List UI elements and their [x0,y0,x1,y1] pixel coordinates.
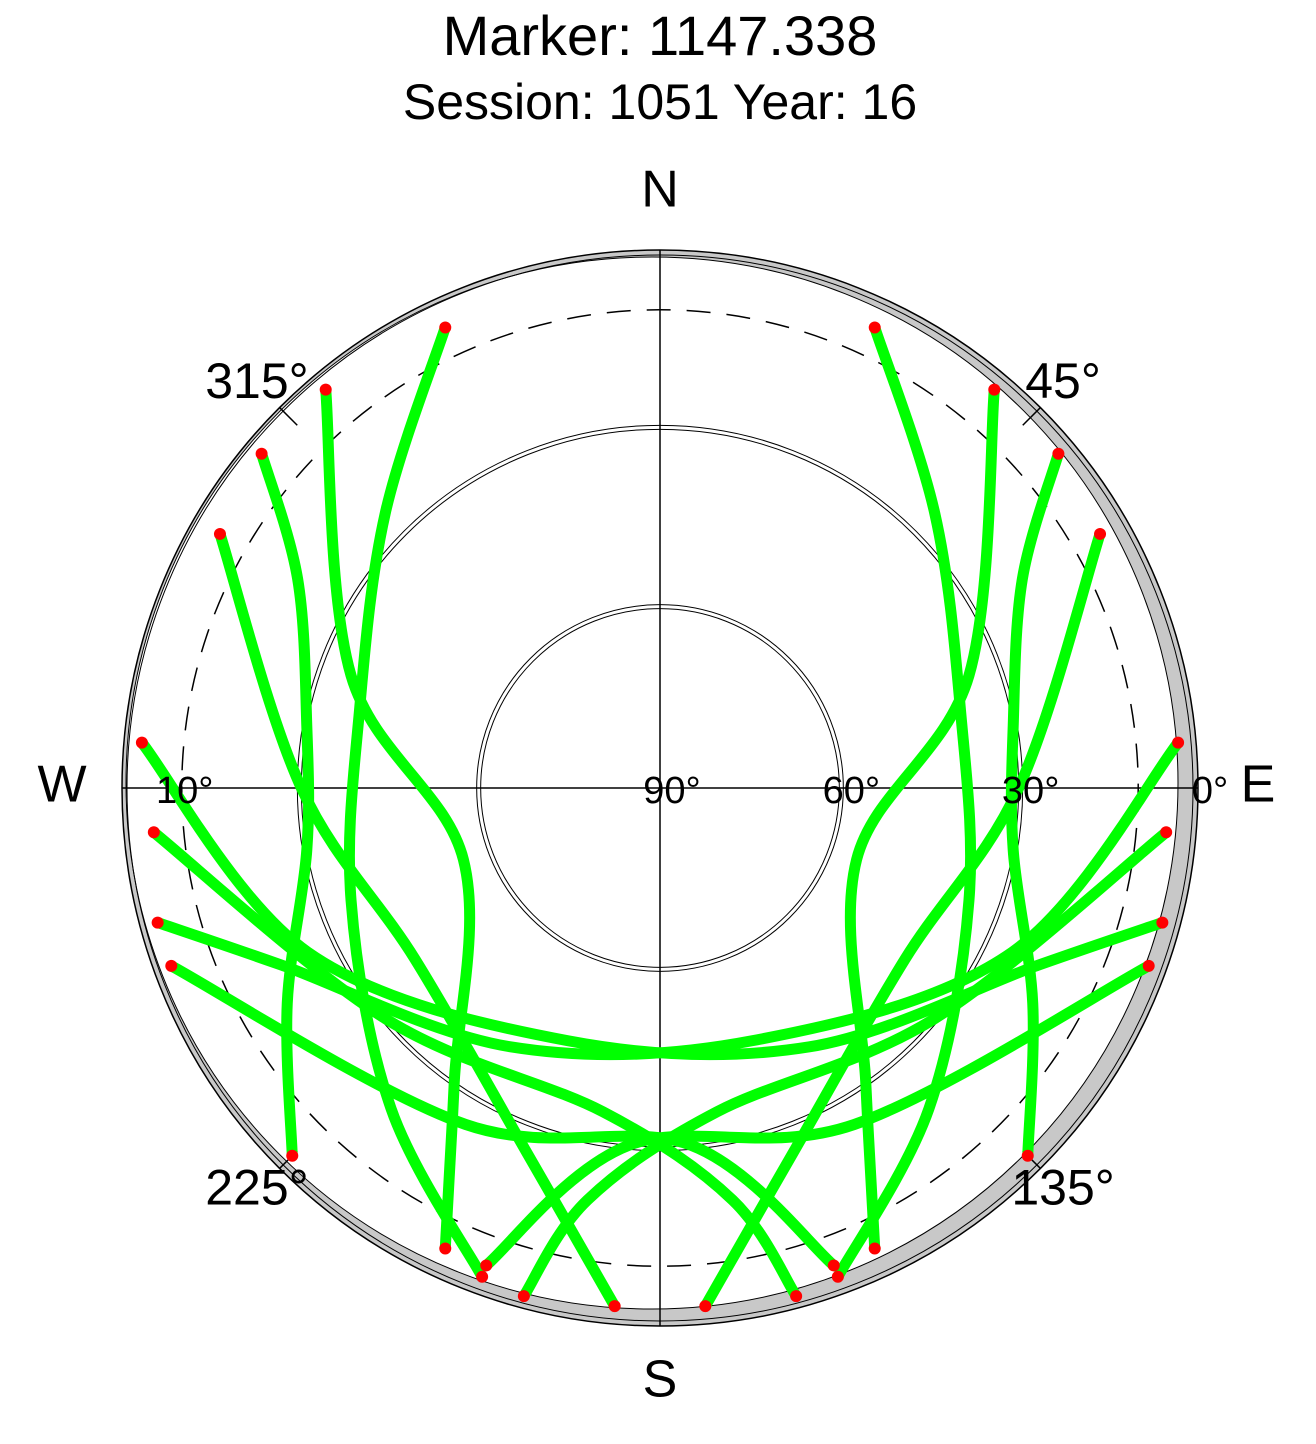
satellite-track [152,737,1184,1061]
satellite-track [256,448,315,1162]
elevation-label: 0° [1192,770,1228,812]
track-endpoint [868,321,881,334]
azimuth-label: 45° [1025,353,1101,409]
track-endpoint [790,1290,803,1303]
elevation-ring [476,604,844,972]
track-endpoint [1021,1149,1034,1162]
track-endpoint [439,321,452,334]
elevation-ring [480,608,840,968]
track-endpoint [699,1300,712,1313]
track-endpoint [151,916,164,929]
azimuth-label: 315° [205,353,308,409]
chart-title: Marker: 1147.338 [443,4,878,67]
direction-label: E [1241,756,1276,814]
elevation-label: 60° [823,770,880,812]
elevation-label: 90° [643,770,700,812]
elevation-ring-dashed [181,309,1139,1267]
track-endpoint [517,1290,530,1303]
satellite-track [832,321,977,1283]
track-endpoint [1052,447,1065,460]
track-endpoint [1172,736,1185,749]
track-endpoint [165,959,178,972]
direction-label: N [641,161,679,219]
track-endpoint [1094,527,1107,540]
track-endpoint [988,383,1001,396]
azimuth-tick [1022,407,1041,426]
azimuth-label: 225° [205,1159,308,1215]
elevation-label: 30° [1002,770,1059,812]
satellite-track [480,960,1155,1271]
track-endpoint [608,1300,621,1313]
satellite-track [165,960,840,1271]
satellite-track [343,321,488,1283]
track-endpoint [827,1259,840,1272]
elevation-label: 10° [156,770,213,812]
track-endpoint [480,1259,493,1272]
track-endpoint [439,1242,452,1255]
chart-subtitle: Session: 1051 Year: 16 [403,74,917,130]
track-endpoint [1160,826,1173,839]
azimuth-tick [279,407,298,426]
track-endpoint [135,736,148,749]
track-endpoint [255,447,268,460]
track-endpoint [476,1270,489,1283]
track-endpoint [213,527,226,540]
track-endpoint [286,1149,299,1162]
track-endpoint [319,383,332,396]
azimuth-label: 135° [1011,1159,1114,1215]
direction-label: S [643,1351,678,1409]
satellite-track [518,826,1172,1302]
track-endpoint [147,826,160,839]
track-endpoint [1142,959,1155,972]
track-endpoint [831,1270,844,1283]
track-endpoint [1156,916,1169,929]
satellite-track [148,826,802,1302]
satellite-track [1005,448,1064,1162]
direction-label: W [37,756,86,814]
track-endpoint [868,1242,881,1255]
